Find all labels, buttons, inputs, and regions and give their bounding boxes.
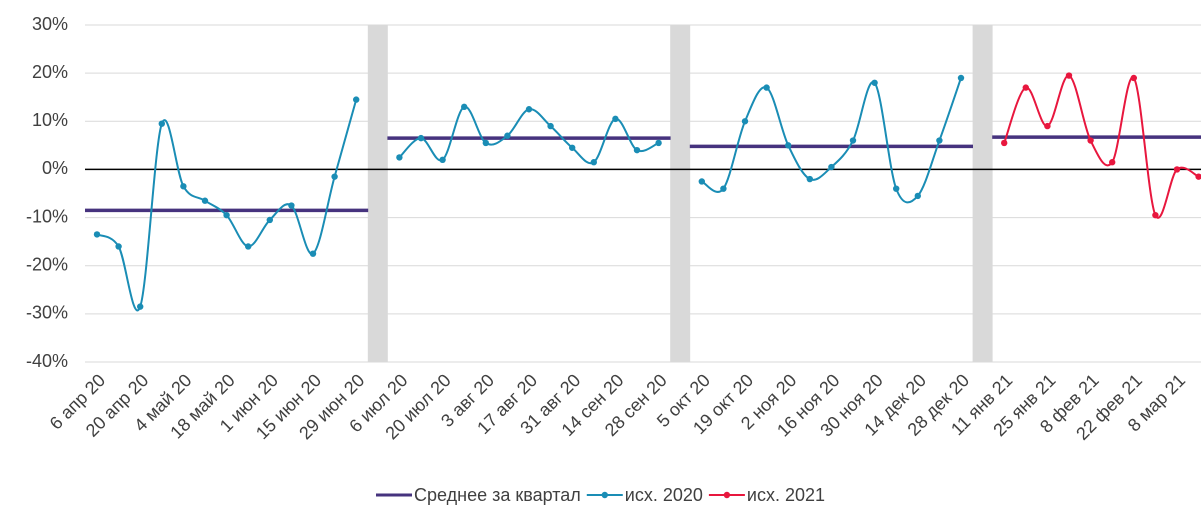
data-point — [893, 185, 900, 192]
series-line — [1003, 74, 1200, 219]
y-tick-label: 0% — [42, 158, 68, 178]
data-point — [461, 103, 468, 111]
data-point — [417, 134, 425, 142]
data-point — [763, 84, 770, 91]
legend-marker — [723, 491, 731, 499]
data-point — [914, 192, 921, 200]
data-point — [201, 197, 209, 204]
data-point — [590, 159, 597, 166]
y-tick-label: -20% — [26, 254, 68, 274]
data-point — [633, 146, 641, 154]
legend-marker — [601, 491, 608, 499]
data-point — [158, 120, 165, 127]
y-tick-label: 30% — [32, 14, 68, 34]
series-line — [398, 105, 660, 165]
data-point — [720, 185, 727, 192]
data-point — [871, 79, 878, 86]
data-point — [1087, 137, 1094, 144]
y-tick-label: 10% — [32, 110, 68, 130]
data-point — [331, 173, 338, 180]
data-point — [849, 137, 857, 144]
data-point — [504, 132, 511, 139]
data-point — [525, 106, 533, 113]
quarter-gap — [670, 25, 691, 362]
y-tick-label: -10% — [26, 206, 68, 226]
y-tick-label: -40% — [26, 351, 68, 371]
data-point — [1195, 173, 1201, 180]
data-point — [655, 139, 662, 147]
data-point — [180, 183, 187, 190]
data-point — [569, 144, 576, 151]
data-point — [137, 303, 144, 310]
data-point — [741, 118, 749, 125]
legend-label: Среднее за квартал — [414, 485, 581, 505]
legend-label: исх. 2020 — [625, 485, 703, 505]
data-point — [1022, 84, 1029, 91]
data-point — [396, 154, 403, 161]
data-point — [547, 122, 554, 130]
data-point — [698, 178, 705, 185]
legend: Среднее за квартал исх. 2020 исх. 2021 — [376, 485, 825, 505]
data-point — [353, 96, 360, 103]
data-point — [223, 211, 230, 219]
data-point — [828, 163, 835, 171]
data-point — [1065, 72, 1073, 79]
data-point — [1109, 159, 1116, 166]
data-point — [115, 243, 122, 250]
data-point — [439, 156, 446, 163]
data-point — [1044, 122, 1051, 130]
data-point — [785, 142, 792, 149]
data-point — [1130, 74, 1138, 82]
data-point — [288, 202, 295, 209]
quarter-gap — [367, 25, 388, 362]
data-point — [806, 175, 813, 183]
data-point — [957, 74, 965, 82]
legend-label: исх. 2021 — [747, 485, 825, 505]
data-point — [1001, 139, 1008, 147]
series-line — [701, 77, 962, 204]
y-tick-label: -30% — [26, 303, 68, 323]
data-point — [612, 115, 619, 123]
data-point — [309, 250, 317, 257]
data-point — [245, 243, 252, 250]
series-line — [96, 99, 358, 312]
data-point — [482, 139, 489, 147]
data-point — [936, 137, 943, 144]
data-point — [93, 231, 101, 238]
quarter-gap — [972, 25, 993, 362]
data-point — [1152, 211, 1159, 219]
data-point — [1173, 166, 1181, 173]
data-point — [266, 216, 273, 224]
y-tick-label: 20% — [32, 62, 68, 82]
